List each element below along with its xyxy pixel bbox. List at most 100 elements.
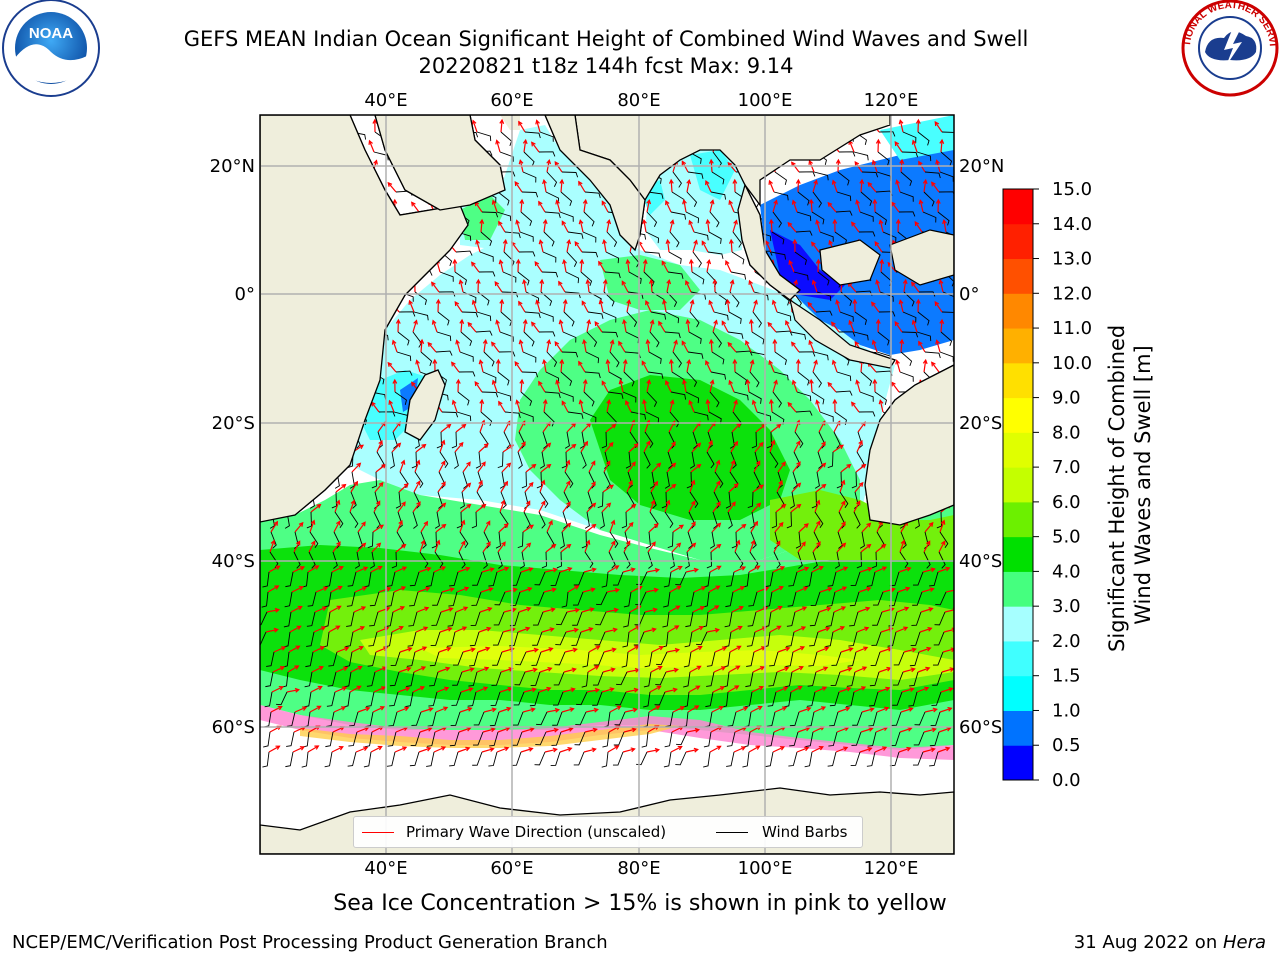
wave-arrow [878,667,891,673]
wave-arrow [791,666,804,673]
wind-barb [839,311,854,322]
wind-barb [878,131,896,137]
wave-arrowhead [386,586,392,592]
wave-arrowhead [665,199,670,206]
wind-barb [850,751,861,767]
wave-arrowhead [803,523,809,528]
wave-arrow [693,586,706,593]
wave-arrow [626,300,630,313]
wave-arrow [727,342,737,353]
wind-barb [409,751,420,767]
wind-barb [285,751,294,768]
wave-arrowhead [458,279,464,285]
wave-arrow [807,302,817,313]
wave-arrow [899,120,904,133]
wind-barb [454,451,459,469]
wind-barb [683,651,692,668]
wave-arrow [585,708,598,713]
wind-barb [771,231,785,245]
wave-arrowhead [676,585,682,591]
wind-barb [765,751,774,768]
wind-barb [562,331,577,343]
wind-barb [538,331,556,337]
wave-arrowhead [275,565,281,570]
wind-barb [929,751,939,767]
wave-arrow [665,200,672,213]
wave-arrowhead [621,280,627,286]
wave-arrow [880,259,883,273]
wind-barb [872,611,883,626]
wave-arrowhead [427,341,433,347]
wave-arrow [451,362,460,373]
wave-arrow [525,648,538,653]
nws-logo: NATIONAL WEATHER SERVICE [0,0,1279,97]
wave-arrow [441,588,454,593]
wave-arrow [811,746,824,753]
wave-arrowhead [855,199,860,205]
wave-arrow [388,400,395,413]
wave-arrow [687,521,696,533]
wave-arrowhead [813,359,818,365]
wave-arrow [408,300,415,313]
wave-arrow [701,241,709,253]
wave-arrowhead [440,566,447,571]
wave-arrow [581,301,589,313]
wave-arrow [467,322,477,333]
wave-arrow [562,501,571,513]
wave-arrow [625,400,632,413]
wave-arrow [706,220,710,233]
wave-arrowhead [506,706,512,712]
wave-arrowhead [548,647,554,652]
wave-arrowhead [578,399,584,405]
wind-barb [706,551,712,569]
wave-arrowhead [502,238,508,245]
wave-arrowhead [495,139,500,145]
wave-arrow [792,200,798,213]
wave-arrowhead [550,607,556,613]
wave-arrow [475,504,486,513]
colorbar-tick-label: 6.0 [1052,492,1081,513]
wind-barb [917,131,930,146]
wind-barb [539,311,554,322]
wind-barb [439,451,449,468]
wave-arrow [923,180,927,193]
wave-arrow [668,605,680,613]
wind-barb [496,391,512,402]
wave-arrow [310,686,322,693]
wave-arrowhead [625,399,630,406]
wave-arrow [559,320,564,333]
wave-arrowhead [504,566,510,572]
wave-arrowhead [783,686,789,691]
wind-barb [827,751,837,767]
wind-barb [262,751,270,768]
wave-arrow [542,608,555,613]
wind-barb [395,491,401,509]
wind-barb [643,271,655,287]
wave-arrow [413,481,421,493]
wind-barb [471,591,482,606]
wave-arrow [641,361,649,373]
wave-arrowhead [884,706,890,712]
wave-arrowhead [858,481,864,487]
wave-arrowhead [466,482,472,488]
wave-arrow [628,625,640,633]
colorbar-tick-label: 13.0 [1052,249,1092,270]
wave-arrow [727,685,739,693]
wave-arrow [538,381,546,393]
wave-arrow [798,523,809,533]
wind-barb [597,491,604,509]
wind-barb [645,531,651,549]
wave-arrow [891,202,900,213]
wave-arrowhead [299,746,306,751]
wave-arrow [580,441,588,453]
wind-barb [777,291,790,306]
wave-arrow [331,746,344,753]
wave-arrowhead [831,321,836,327]
wave-arrowhead [677,565,683,571]
wave-arrow [609,705,621,713]
wave-arrowhead [846,686,852,692]
wave-arrow [923,728,936,733]
wind-barb [806,691,816,707]
wind-barb [664,731,673,748]
wave-arrow [827,382,837,393]
